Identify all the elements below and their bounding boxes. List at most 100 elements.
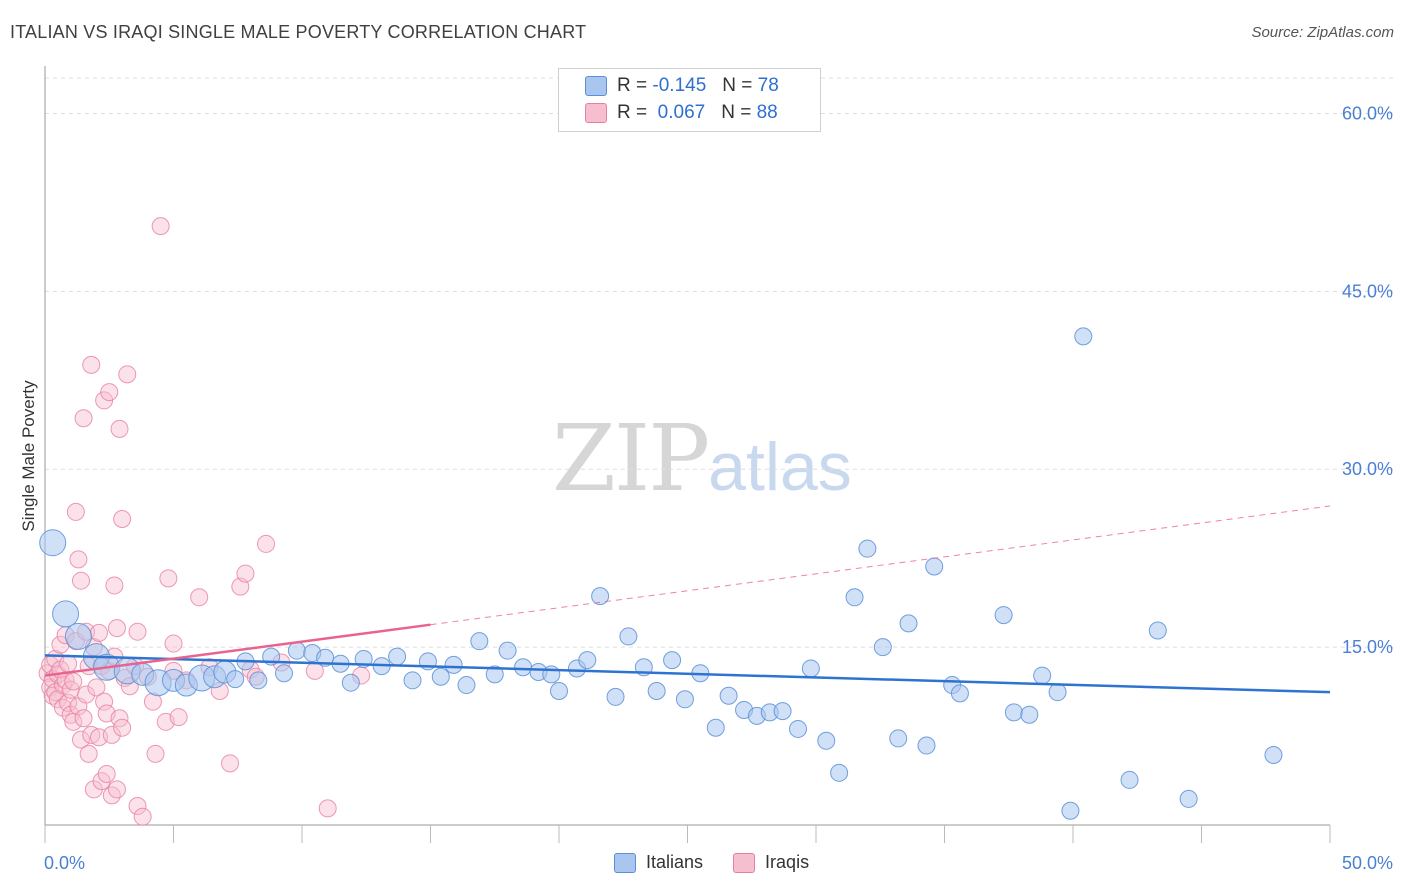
italian-point (403, 671, 422, 690)
watermark: ZIPatlas (552, 405, 852, 512)
italian-point (1074, 327, 1093, 346)
italian-point (498, 641, 517, 660)
legend-label-iraqis: Iraqis (765, 852, 810, 872)
iraqi-point (97, 765, 116, 784)
italian-point (917, 736, 936, 755)
italian-point (706, 718, 725, 737)
italian-point (457, 676, 476, 695)
y-tick-label: 30.0% (1342, 459, 1393, 479)
iraqi-point (236, 564, 255, 583)
italian-point (514, 658, 533, 677)
italian-point (801, 659, 820, 678)
italian-point (578, 651, 597, 670)
iraqi-point (77, 685, 96, 704)
y-axis-label: Single Male Poverty (19, 380, 38, 532)
iraqi-point (164, 634, 183, 653)
italian-point (52, 600, 80, 628)
italian-point (889, 729, 908, 748)
y-tick-label: 45.0% (1342, 281, 1393, 301)
iraqi-point (113, 510, 132, 529)
italian-point (542, 665, 561, 684)
iraqi-point (146, 744, 165, 763)
legend-row-italians: R = -0.145 N = 78 (585, 75, 779, 97)
x-tick-label: 0.0% (44, 853, 85, 873)
italian-point (1120, 770, 1139, 789)
italian-point (817, 731, 836, 750)
iraqi-point (95, 692, 114, 711)
legend-n-label: N = (722, 75, 753, 96)
italian-point (1061, 801, 1080, 820)
legend-n-value: 88 (756, 102, 778, 123)
italian-point (39, 529, 67, 557)
italian-point (663, 651, 682, 670)
legend-r-label: R = (617, 75, 648, 96)
grid-lines (45, 77, 1395, 648)
iraqi-point (64, 672, 83, 691)
tick-labels: 15.0% 30.0% 45.0% 60.0% 0.0% 50.0% (44, 103, 1393, 873)
italian-point (388, 647, 407, 666)
iraqi-point (107, 780, 126, 799)
italian-point (789, 719, 808, 738)
italian-point (899, 614, 918, 633)
italian-point (550, 681, 568, 700)
iraqi-point (221, 754, 240, 773)
italian-point (249, 671, 268, 690)
iraqi-point (66, 502, 85, 521)
iraqi-point (69, 550, 88, 569)
italian-point (1179, 789, 1198, 808)
iraqi-point (53, 698, 72, 717)
italian-point (444, 655, 463, 674)
x-tick-label: 50.0% (1342, 853, 1393, 873)
italian-point (431, 667, 450, 686)
axes (44, 66, 1331, 843)
italian-point (1264, 746, 1283, 765)
legend-n-value: 78 (757, 75, 779, 96)
italian-point (1020, 705, 1039, 724)
italian-point (773, 702, 792, 721)
iraqi-point (74, 409, 93, 428)
italian-point (950, 684, 969, 703)
italian-point (873, 638, 892, 657)
italian-point (226, 670, 245, 689)
italian-point (619, 627, 638, 646)
italian-point (470, 632, 489, 651)
italian-point (485, 665, 504, 684)
iraqi-point (87, 678, 106, 697)
iraqi-point (128, 797, 147, 816)
iraqi-point (257, 534, 276, 553)
chart-title: ITALIAN VS IRAQI SINGLE MALE POVERTY COR… (10, 22, 587, 42)
iraqi-point (169, 708, 188, 727)
y-tick-label: 15.0% (1342, 637, 1393, 657)
iraqi-point (113, 718, 132, 737)
iraqis-points (38, 217, 371, 826)
italian-point (994, 606, 1013, 625)
iraqi-point (110, 419, 129, 438)
italian-point (1004, 703, 1023, 722)
italian-point (64, 622, 92, 650)
iraqi-point (59, 654, 78, 673)
iraqi-point (74, 709, 93, 728)
legend-item-italians[interactable]: Italians (614, 852, 703, 873)
iraqi-point (118, 365, 137, 384)
iraqi-point (79, 744, 98, 763)
iraqi-point (71, 730, 90, 749)
iraqi-point (151, 217, 170, 236)
iraqi-point (46, 683, 65, 702)
iraqis-trend-extension (430, 505, 1331, 626)
iraqi-point (159, 569, 178, 588)
legend-r-value: 0.067 (657, 102, 706, 123)
y-tick-label: 60.0% (1342, 103, 1393, 123)
iraqi-point (318, 799, 337, 818)
legend-r-label: R = (617, 102, 648, 123)
italian-point (675, 690, 694, 709)
italian-point (1048, 683, 1067, 702)
iraqi-point (128, 622, 147, 641)
iraqi-point (107, 619, 126, 638)
iraqi-point (190, 588, 209, 607)
iraqi-point (82, 355, 101, 374)
legend-item-iraqis[interactable]: Iraqis (733, 852, 809, 873)
iraqis-swatch (733, 852, 756, 873)
italians-swatch (614, 852, 636, 873)
italian-point (316, 648, 335, 667)
